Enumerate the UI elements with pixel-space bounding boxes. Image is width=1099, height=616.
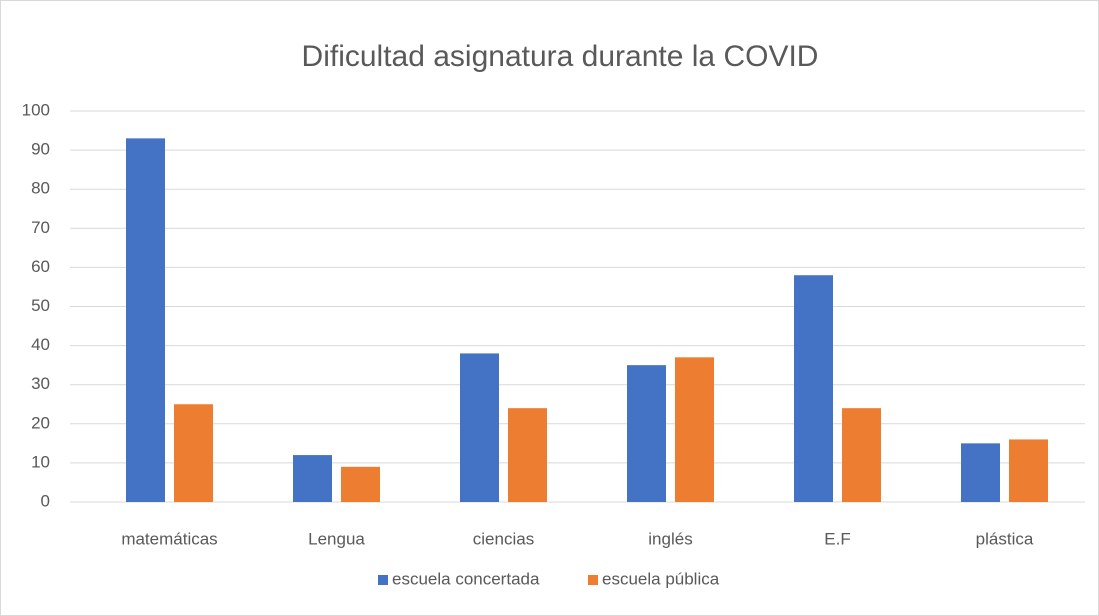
x-tick-label: plástica	[976, 529, 1034, 548]
y-tick-label: 0	[41, 491, 50, 510]
y-tick-label: 20	[31, 413, 50, 432]
bar	[842, 408, 881, 502]
bar	[341, 466, 380, 502]
y-tick-label: 50	[31, 296, 50, 315]
y-tick-label: 60	[31, 257, 50, 276]
y-tick-label: 70	[31, 218, 50, 237]
bar	[961, 443, 1000, 502]
bar	[627, 365, 666, 502]
y-tick-label: 90	[31, 140, 50, 159]
legend-swatch	[588, 575, 598, 585]
legend-swatch	[378, 575, 388, 585]
bar	[460, 353, 499, 502]
chart-title: Dificultad asignatura durante la COVID	[302, 40, 819, 73]
legend-label: escuela concertada	[392, 569, 540, 588]
legend-label: escuela pública	[602, 569, 720, 588]
x-tick-label: matemáticas	[121, 529, 217, 548]
bar	[293, 455, 332, 502]
x-tick-label: Lengua	[308, 529, 365, 548]
bar	[1009, 439, 1048, 502]
bar	[126, 138, 165, 502]
x-tick-label: inglés	[648, 529, 692, 548]
y-tick-label: 40	[31, 335, 50, 354]
bar	[675, 357, 714, 502]
y-tick-label: 100	[22, 100, 50, 119]
bar	[508, 408, 547, 502]
x-tick-label: ciencias	[473, 529, 534, 548]
y-tick-label: 80	[31, 179, 50, 198]
y-tick-label: 30	[31, 374, 50, 393]
y-tick-label: 10	[31, 452, 50, 471]
bar	[174, 404, 213, 502]
bar	[794, 275, 833, 502]
x-tick-label: E.F	[824, 529, 850, 548]
